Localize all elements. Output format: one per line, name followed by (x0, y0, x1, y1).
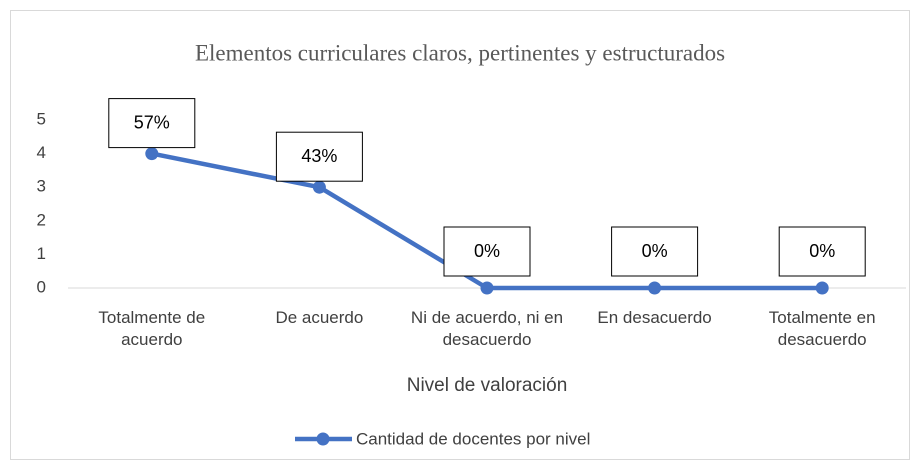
legend-marker (316, 432, 330, 446)
x-tick-label: Totalmente en desacuerdo (768, 308, 876, 349)
x-tick-label: Totalmente de acuerdo (98, 308, 206, 349)
chart-title: Elementos curriculares claros, pertinent… (195, 40, 725, 65)
data-label-box (611, 226, 699, 277)
data-label: 0% (642, 241, 668, 261)
y-tick-label: 1 (37, 244, 46, 263)
data-label: 0% (809, 241, 835, 261)
y-tick-label: 0 (37, 277, 46, 296)
x-tick-label: De acuerdo (275, 308, 364, 327)
data-label: 57% (134, 112, 170, 132)
data-label-box (778, 226, 866, 277)
marker (145, 147, 159, 161)
data-label-box (443, 226, 531, 277)
marker (312, 180, 326, 194)
x-axis-title: Nivel de valoración (407, 375, 568, 396)
x-tick-label: Ni de acuerdo, ni en desacuerdo (410, 308, 564, 349)
marker (480, 281, 494, 295)
y-tick-label: 4 (37, 143, 46, 162)
y-tick-label: 3 (37, 177, 46, 196)
data-label-box (108, 98, 196, 149)
marker (815, 281, 829, 295)
data-label: 43% (301, 146, 337, 166)
legend-label: Cantidad de docentes por nivel (356, 429, 590, 448)
y-tick-label: 2 (37, 210, 46, 229)
data-label-box (275, 131, 363, 182)
marker (648, 281, 662, 295)
y-tick-label: 5 (37, 109, 46, 128)
x-tick-label: En desacuerdo (597, 308, 712, 327)
data-label: 0% (474, 241, 500, 261)
